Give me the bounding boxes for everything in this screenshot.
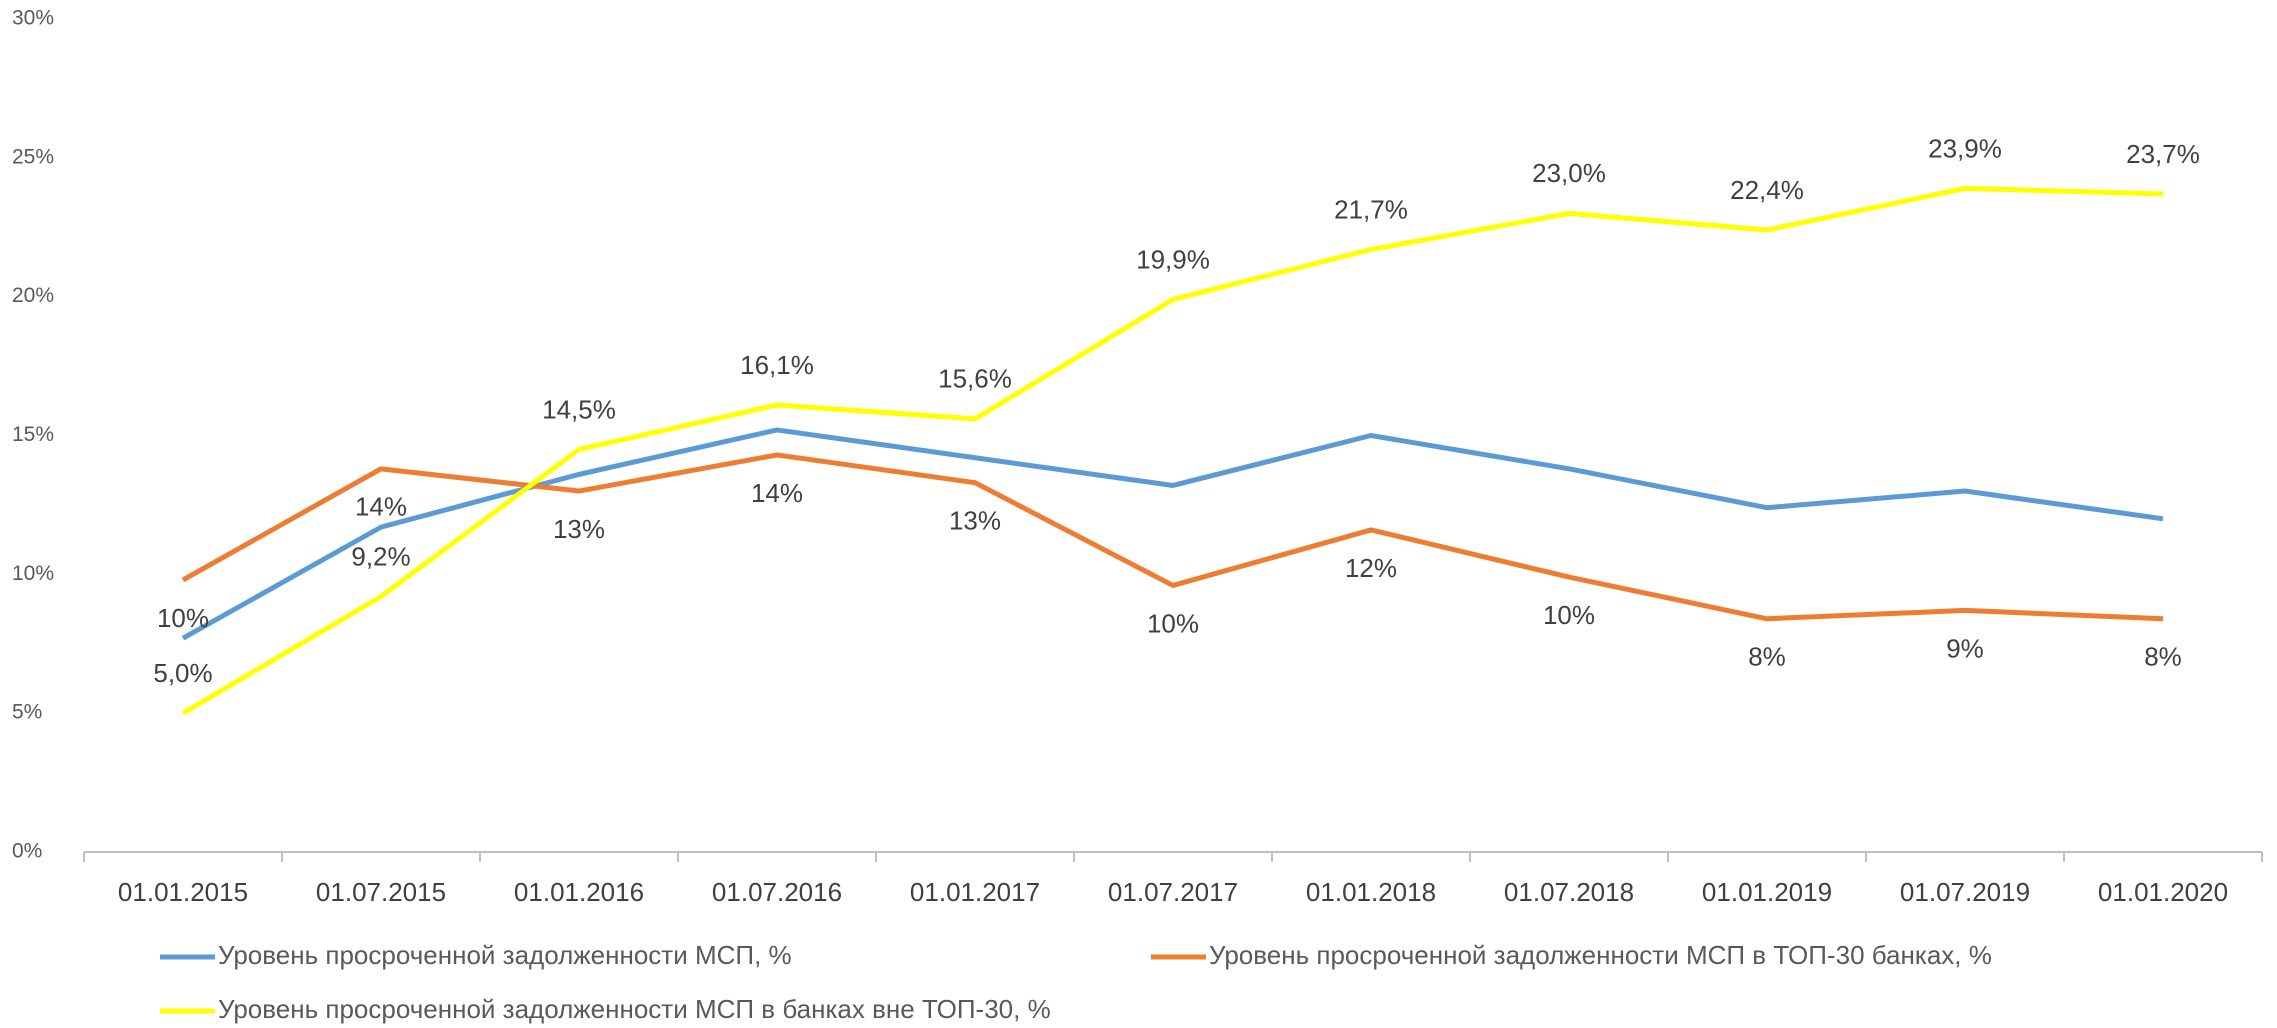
data-label: 21,7% [1334,194,1408,224]
data-label: 10% [1147,608,1199,638]
x-tick-label: 01.01.2018 [1306,877,1436,907]
y-tick-label: 25% [12,145,54,168]
data-label: 12% [1345,553,1397,583]
x-tick-label: 01.01.2015 [118,877,248,907]
x-tick-label: 01.07.2017 [1108,877,1238,907]
data-label: 14% [355,492,407,522]
data-label: 10% [157,603,209,633]
data-label: 8% [2144,642,2182,672]
data-label: 16,1% [740,350,814,380]
y-tick-label: 30% [12,7,54,30]
data-label: 5,0% [153,658,212,688]
legend-label: Уровень просроченной задолженности МСП, … [218,940,792,970]
data-label: 23,0% [1532,158,1606,188]
series-line [181,185,2164,716]
series-line [181,452,2164,622]
data-label: 15,6% [938,364,1012,394]
y-tick-label: 20% [12,284,54,307]
data-label: 19,9% [1136,244,1210,274]
x-tick-label: 01.07.2018 [1504,877,1634,907]
y-tick-label: 10% [12,562,54,585]
x-tick-label: 01.01.2017 [910,877,1040,907]
x-tick-label: 01.07.2019 [1900,877,2030,907]
data-label: 14% [751,478,803,508]
data-label: 13% [553,514,605,544]
data-label: 22,4% [1730,175,1804,205]
x-tick-label: 01.07.2015 [316,877,446,907]
y-tick-label: 0% [12,840,42,863]
x-tick-label: 01.07.2016 [712,877,842,907]
data-label: 13% [949,506,1001,536]
data-label: 23,9% [1928,133,2002,163]
data-label: 14,5% [542,394,616,424]
data-label: 9,2% [351,541,410,571]
legend-label: Уровень просроченной задолженности МСП в… [1209,940,1992,970]
x-tick-label: 01.01.2020 [2098,877,2228,907]
legend-label: Уровень просроченной задолженности МСП в… [218,994,1051,1024]
data-label: 10% [1543,600,1595,630]
y-tick-label: 15% [12,423,54,446]
data-label: 23,7% [2126,139,2200,169]
data-label: 8% [1748,642,1786,672]
x-tick-label: 01.01.2019 [1702,877,1832,907]
series-line [181,427,2164,641]
x-tick-label: 01.01.2016 [514,877,644,907]
data-label: 9% [1946,633,1984,663]
y-tick-label: 5% [12,701,42,724]
